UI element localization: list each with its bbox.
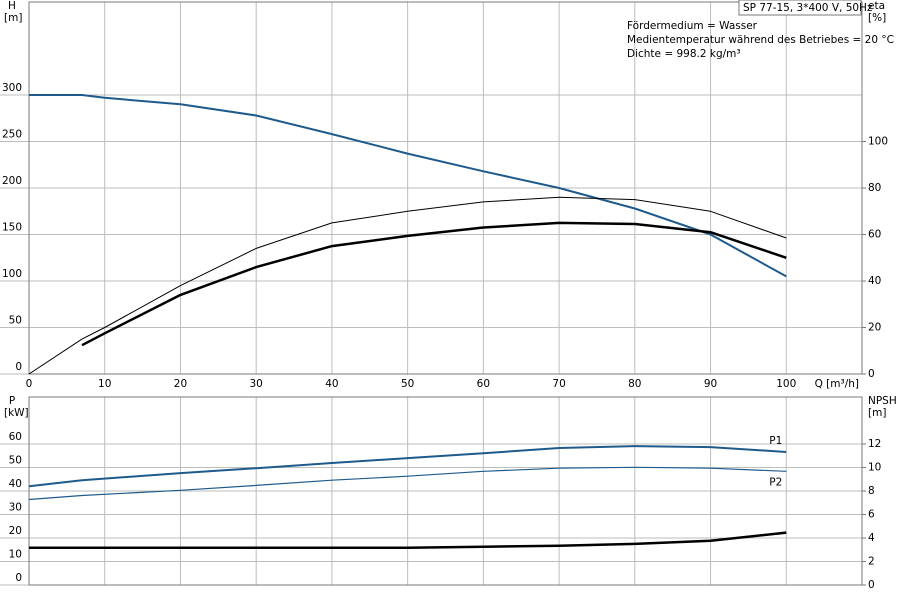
y-tick-label: 150 <box>2 222 22 234</box>
y2-axis-label: eta <box>868 0 885 12</box>
y-tick-label: 50 <box>9 455 22 467</box>
series-line <box>81 221 787 347</box>
y2-tick-label: 2 <box>868 556 875 568</box>
y-axis-label: H <box>8 0 16 12</box>
y-tick-label: 50 <box>9 315 22 327</box>
x-tick-label: 100 <box>776 378 796 390</box>
y2-tick-label: 12 <box>868 438 881 450</box>
x-tick-label: 60 <box>477 378 490 390</box>
y2-tick-label: 8 <box>868 485 875 497</box>
y-tick-label: 300 <box>2 82 22 94</box>
y2-tick-label: 100 <box>868 136 888 148</box>
y2-axis-label: NPSH <box>868 395 897 407</box>
x-tick-label: 50 <box>401 378 414 390</box>
y2-tick-label: 60 <box>868 229 881 241</box>
title-box <box>738 0 862 16</box>
y-tick-label: 0 <box>15 572 22 584</box>
y-axis-label: [m] <box>4 12 22 24</box>
plot-frame <box>28 1 863 375</box>
y2-axis-label: [%] <box>868 12 886 24</box>
series-line <box>28 466 787 501</box>
y2-tick-label: 0 <box>868 579 875 591</box>
series-line <box>28 196 787 375</box>
y-tick-label: 60 <box>9 431 22 443</box>
y-axis-label: [kW] <box>4 407 29 419</box>
y-axis-label: P <box>9 395 15 407</box>
y-tick-label: 200 <box>2 175 22 187</box>
y-tick-label: 30 <box>9 502 22 514</box>
y-tick-label: 20 <box>9 525 22 537</box>
y2-tick-label: 6 <box>868 509 875 521</box>
y2-tick-label: 10 <box>868 462 881 474</box>
x-tick-label: 90 <box>704 378 717 390</box>
chart-title: SP 77-15, 3*400 V, 50Hz <box>743 2 873 14</box>
series-line <box>29 531 787 550</box>
y-tick-label: 0 <box>15 361 22 373</box>
y2-tick-label: 20 <box>868 322 881 334</box>
y-tick-label: 10 <box>9 549 22 561</box>
y2-tick-label: 40 <box>868 275 881 287</box>
y2-tick-label: 80 <box>868 182 881 194</box>
y2-tick-label: 0 <box>868 368 875 380</box>
x-tick-label: 80 <box>628 378 641 390</box>
y-tick-label: 40 <box>9 478 22 490</box>
x-tick-label: 0 <box>26 378 33 390</box>
y2-tick-label: 4 <box>868 532 875 544</box>
x-axis-label: Q [m³/h] <box>815 378 859 390</box>
series-label: P1 <box>769 435 782 447</box>
annotation: Medientemperatur während des Betriebes =… <box>627 34 894 46</box>
x-tick-label: 70 <box>552 378 565 390</box>
x-tick-label: 10 <box>98 378 111 390</box>
plot-frame <box>28 396 863 586</box>
series-label: P2 <box>769 476 782 488</box>
series-line <box>29 94 787 278</box>
series-line <box>28 445 787 488</box>
annotation: Fördermedium = Wasser <box>627 20 758 32</box>
annotation: Dichte = 998.2 kg/m³ <box>627 48 741 60</box>
y-tick-label: 100 <box>2 268 22 280</box>
y-tick-label: 250 <box>2 129 22 141</box>
x-tick-label: 20 <box>174 378 187 390</box>
y2-axis-label: [m] <box>868 407 886 419</box>
x-tick-label: 30 <box>249 378 262 390</box>
x-tick-label: 40 <box>325 378 338 390</box>
